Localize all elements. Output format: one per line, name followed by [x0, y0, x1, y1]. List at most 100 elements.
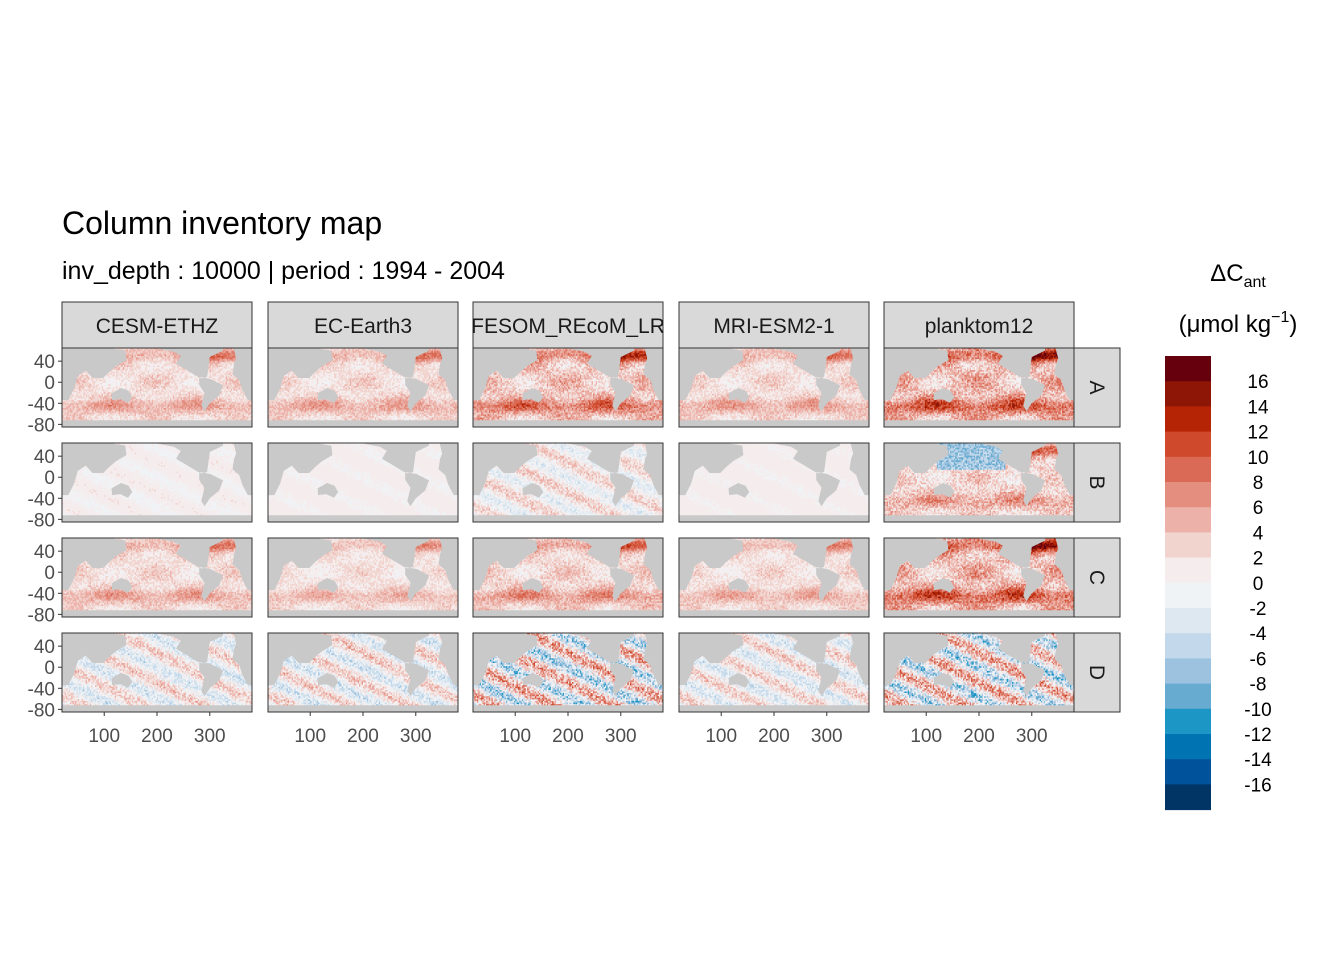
map-panel [679, 538, 869, 617]
y-tick-label: 0 [44, 373, 55, 394]
column-strip-label: EC-Earth3 [314, 315, 412, 338]
map-panel [679, 348, 869, 427]
row-strip-label: D [1085, 665, 1108, 680]
map-panel [884, 538, 1074, 617]
legend-break-label: -10 [1244, 700, 1271, 721]
chart-title: Column inventory map [62, 205, 382, 241]
legend-title-main: ΔC [1210, 260, 1243, 287]
map-panel [62, 538, 252, 617]
row-strip: B [1074, 443, 1120, 522]
map-panel [268, 633, 458, 712]
y-tick-label: -80 [28, 415, 55, 436]
legend-color-bin [1165, 709, 1211, 735]
legend-color-bin [1165, 558, 1211, 584]
map-panel [62, 348, 252, 427]
x-tick-label: 300 [605, 726, 637, 747]
legend-color-bin [1165, 507, 1211, 533]
column-strip-label: FESOM_REcoM_LR [471, 315, 665, 338]
x-tick-label: 100 [910, 726, 942, 747]
y-tick-label: 0 [44, 658, 55, 679]
legend-color-bin [1165, 532, 1211, 558]
legend-unit-suffix: ) [1289, 311, 1297, 338]
column-strip-label: MRI-ESM2-1 [713, 315, 834, 338]
x-tick-label: 300 [1016, 726, 1048, 747]
legend-color-bin [1165, 608, 1211, 634]
map-panel [679, 633, 869, 712]
y-tick-label: -80 [28, 700, 55, 721]
legend-color-bin [1165, 381, 1211, 407]
legend-break-label: 8 [1253, 473, 1264, 494]
column-strip-label: CESM-ETHZ [96, 315, 219, 338]
row-strip: C [1074, 538, 1120, 617]
legend-color-bin [1165, 658, 1211, 684]
map-panel [268, 348, 458, 427]
chart-subtitle: inv_depth : 10000 | period : 1994 - 2004 [62, 257, 505, 285]
legend-break-label: -6 [1250, 649, 1267, 670]
column-strip: planktom12 [884, 302, 1074, 348]
x-tick-label: 100 [705, 726, 737, 747]
legend-color-bin [1165, 482, 1211, 508]
map-panel [473, 633, 663, 712]
row-strip: D [1074, 633, 1120, 712]
legend-break-label: 14 [1247, 397, 1269, 418]
x-tick-label: 100 [294, 726, 326, 747]
map-panel [62, 443, 252, 522]
column-strip: CESM-ETHZ [62, 302, 252, 348]
legend-break-label: -12 [1244, 725, 1271, 746]
legend-color-bin [1165, 784, 1211, 810]
legend-break-label: 16 [1247, 372, 1268, 393]
x-tick-label: 300 [400, 726, 432, 747]
y-tick-label: 40 [34, 637, 55, 658]
legend-title-sub: ant [1244, 274, 1267, 291]
map-panel [62, 633, 252, 712]
y-tick-label: -80 [28, 510, 55, 531]
legend-color-bin [1165, 457, 1211, 483]
x-tick-label: 200 [347, 726, 379, 747]
map-panel [473, 538, 663, 617]
y-tick-label: 0 [44, 468, 55, 489]
legend-color-bin [1165, 684, 1211, 710]
legend-color-bin [1165, 356, 1211, 382]
y-tick-label: -40 [28, 679, 55, 700]
legend-break-label: -14 [1244, 750, 1272, 771]
y-tick-label: -40 [28, 584, 55, 605]
legend-break-label: 6 [1253, 498, 1264, 519]
map-panel [884, 348, 1074, 427]
legend-unit-prefix: (μmol kg [1179, 311, 1272, 338]
y-tick-label: -40 [28, 394, 55, 415]
legend-color-bin [1165, 633, 1211, 659]
y-tick-label: -80 [28, 605, 55, 626]
map-panel [268, 443, 458, 522]
map-panel [268, 538, 458, 617]
map-panel [679, 443, 869, 522]
y-tick-label: 40 [34, 447, 55, 468]
x-tick-label: 100 [499, 726, 531, 747]
row-strip-label: A [1085, 380, 1108, 394]
row-strip: A [1074, 348, 1120, 427]
map-panel [473, 348, 663, 427]
legend-color-bin [1165, 583, 1211, 609]
legend-break-label: 0 [1253, 574, 1264, 595]
x-tick-label: 300 [194, 726, 226, 747]
x-tick-label: 300 [811, 726, 843, 747]
legend-unit-sup: −1 [1271, 309, 1289, 326]
legend-break-label: 10 [1247, 448, 1268, 469]
x-tick-label: 200 [552, 726, 584, 747]
legend-break-label: -4 [1250, 624, 1267, 645]
x-tick-label: 100 [88, 726, 120, 747]
column-strip: FESOM_REcoM_LR [471, 302, 665, 348]
row-strip-label: B [1085, 475, 1108, 489]
y-tick-label: 0 [44, 563, 55, 584]
legend-color-bin [1165, 406, 1211, 432]
x-tick-label: 200 [963, 726, 995, 747]
y-tick-label: -40 [28, 489, 55, 510]
y-tick-label: 40 [34, 352, 55, 373]
legend-break-label: 2 [1253, 549, 1264, 570]
map-panel [884, 633, 1074, 712]
legend-color-bin [1165, 759, 1211, 785]
map-panel [884, 443, 1074, 522]
x-tick-label: 200 [758, 726, 790, 747]
legend-break-label: -8 [1250, 675, 1267, 696]
column-strip: MRI-ESM2-1 [679, 302, 869, 348]
legend-break-label: 12 [1247, 423, 1268, 444]
